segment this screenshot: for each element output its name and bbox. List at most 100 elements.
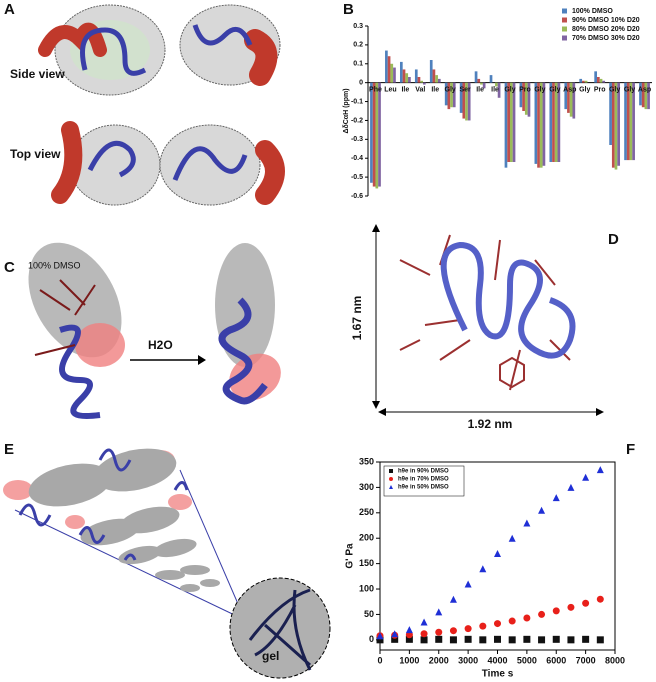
bar [647,82,650,110]
bar [539,82,543,168]
marker [376,632,384,640]
bar [584,80,588,83]
marker [435,608,443,616]
bar [569,82,573,117]
bar [504,82,508,168]
bar [477,78,481,83]
legend-label: 90% DMSO 10% D20 [572,17,640,24]
bar [564,82,568,110]
marker [567,636,575,644]
bar [614,82,618,170]
marker [508,636,516,644]
bar [399,61,403,83]
y-tick-label: 350 [359,456,374,466]
x-tick-label: Gly [624,87,635,94]
x-tick-label: Gly [549,87,560,94]
marker [479,636,487,644]
y-tick-label: -0.5 [351,174,363,181]
marker [523,519,531,527]
bar [447,82,451,110]
bar [639,82,642,106]
y-tick-label: 50 [364,609,374,619]
panel-e-art [3,448,331,679]
x-tick-label: Gly [579,87,590,94]
marker [420,630,428,638]
marker [391,630,399,638]
x-tick-label: 7000 [576,655,596,665]
view-label: Side view [10,67,65,81]
bar [467,82,471,121]
bar [567,82,570,113]
marker [523,635,531,643]
bar [549,82,553,162]
bar [594,71,597,83]
marker [596,595,604,603]
bar [554,82,558,162]
y-tick-label: -0.3 [351,136,363,143]
x-tick-label: Gly [504,87,515,94]
x-tick-label: 3000 [458,655,478,665]
marker [376,636,384,644]
gel-label: gel [262,649,279,663]
x-tick-label: 8000 [605,655,625,665]
marker [479,565,487,573]
panel-d-art [372,224,604,416]
marker [464,625,472,633]
bar [596,77,600,83]
bar [572,82,576,119]
bar [644,82,648,110]
x-axis-label: Time s [482,669,514,680]
y-axis-label: ΔδCαH (ppm) [343,88,350,133]
marker [582,473,590,481]
bar [611,82,615,168]
bar [629,82,633,161]
panel-a-art [38,4,285,206]
bar [423,82,426,85]
legend-label: h9e in 50% DMSO [398,485,449,491]
bar [557,82,561,162]
bar [524,82,528,115]
bar [459,82,463,113]
bar [599,78,603,83]
bar [387,56,391,83]
legend-box [383,465,465,497]
panel-label: B [343,1,354,18]
bar [507,82,510,162]
bar [465,82,468,121]
x-tick-label: Ile [476,87,484,94]
legend-label: h9e in 70% DMSO [398,477,449,483]
view-label: Top view [10,147,61,161]
marker [552,494,560,502]
marker [567,603,575,611]
y-tick-label: 200 [359,533,374,543]
bar [414,69,418,83]
dimension-label: 1.67 nm [350,296,364,341]
x-tick-label: Ile [401,87,409,94]
bar [378,82,381,187]
bar [474,71,478,83]
marker [449,627,457,635]
marker [391,635,399,643]
marker [405,626,413,634]
marker [552,635,560,643]
bar [527,82,531,117]
bar [437,78,441,83]
bar [617,82,621,166]
marker [538,506,546,514]
marker [435,628,443,636]
marker [464,580,472,588]
x-tick-label: Ile [431,87,439,94]
marker [435,635,443,643]
bar [452,82,456,108]
y-tick-label: -0.4 [351,155,363,162]
marker [582,599,590,607]
x-tick-label: 2000 [429,655,449,665]
y-tick-label: 150 [359,558,374,568]
bar [480,82,483,85]
legend-swatch [562,8,567,14]
bar [522,82,525,111]
marker [449,636,457,644]
bar [552,82,555,162]
marker [420,618,428,626]
